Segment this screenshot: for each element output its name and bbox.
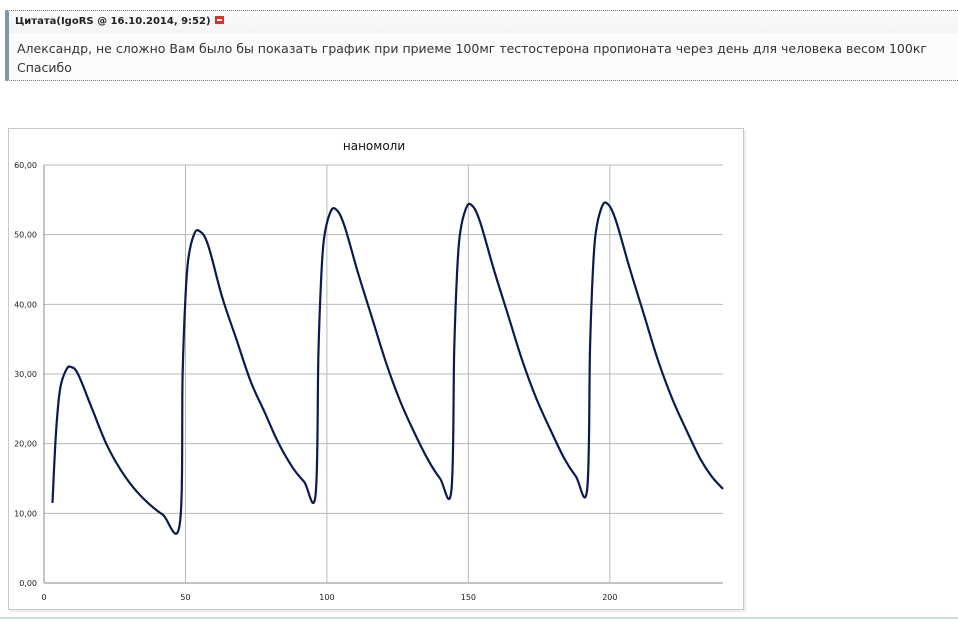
x-tick-label: 200 — [602, 593, 617, 602]
page-divider — [0, 617, 958, 619]
y-tick-label: 0,00 — [19, 579, 37, 588]
quote-text-line: Спасибо — [17, 60, 72, 75]
chart-title: наномоли — [343, 139, 405, 153]
chart-frame: 0,00 10,00 20,00 30,00 40,00 50,00 60,00 0 50 100… — [8, 128, 744, 610]
line-chart: 0,00 10,00 20,00 30,00 40,00 50,00 60,00 0 50 100… — [14, 139, 724, 602]
x-tick-label: 150 — [461, 593, 476, 602]
quote-block: Цитата(IgoRS @ 16.10.2014, 9:52) Алексан… — [5, 10, 958, 81]
y-tick-label: 20,00 — [14, 440, 37, 449]
y-tick-label: 40,00 — [14, 300, 37, 309]
quote-link-icon[interactable] — [214, 16, 224, 24]
quote-header: Цитата(IgoRS @ 16.10.2014, 9:52) — [9, 11, 958, 33]
quote-body: Александр, не сложно Вам было бы показат… — [9, 33, 958, 77]
quote-author-date: Цитата(IgoRS @ 16.10.2014, 9:52) — [15, 16, 211, 27]
quote-text-line: Александр, не сложно Вам было бы показат… — [17, 41, 927, 56]
y-tick-label: 10,00 — [14, 509, 37, 518]
x-tick-label: 50 — [180, 593, 190, 602]
y-tick-label: 50,00 — [14, 231, 37, 240]
x-tick-label: 100 — [319, 593, 334, 602]
y-tick-label: 30,00 — [14, 370, 37, 379]
y-tick-label: 60,00 — [14, 161, 37, 170]
series-line — [51, 201, 724, 535]
x-tick-label: 0 — [41, 593, 46, 602]
